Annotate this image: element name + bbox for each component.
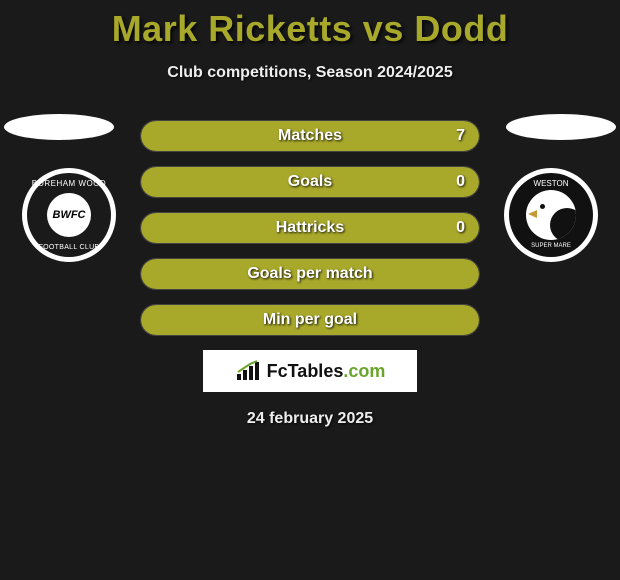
club-badge-right-bottom: SUPER MARE [531, 243, 571, 249]
club-badge-left: BOREHAM WOOD BWFC FOOTBALL CLUB [22, 168, 116, 262]
club-badge-left-top: BOREHAM WOOD [32, 179, 106, 188]
stat-row: Min per goal [140, 304, 480, 336]
stat-row: Goals0 [140, 166, 480, 198]
brand-name: FcTables [267, 361, 344, 381]
stat-label: Min per goal [141, 305, 479, 335]
stat-row: Hattricks0 [140, 212, 480, 244]
stat-value: 7 [456, 121, 465, 151]
club-badge-left-bottom: FOOTBALL CLUB [39, 244, 100, 251]
club-badge-right-top: WESTON [534, 179, 569, 188]
stat-value: 0 [456, 167, 465, 197]
stat-label: Goals [141, 167, 479, 197]
page-title: Mark Ricketts vs Dodd [0, 0, 620, 50]
stat-label: Goals per match [141, 259, 479, 289]
chart-bars-icon [235, 360, 261, 382]
player-ellipse-right [506, 114, 616, 140]
bird-icon [526, 190, 576, 240]
club-badge-left-initials: BWFC [47, 193, 91, 237]
player-ellipse-left [4, 114, 114, 140]
page-subtitle: Club competitions, Season 2024/2025 [0, 64, 620, 82]
date-text: 24 february 2025 [0, 410, 620, 428]
club-badge-right: WESTON SUPER MARE [504, 168, 598, 262]
stat-row: Matches7 [140, 120, 480, 152]
stat-label: Hattricks [141, 213, 479, 243]
stat-row: Goals per match [140, 258, 480, 290]
comparison-stage: BOREHAM WOOD BWFC FOOTBALL CLUB WESTON S… [0, 120, 620, 428]
brand-box: FcTables.com [203, 350, 417, 392]
stat-label: Matches [141, 121, 479, 151]
brand-suffix: .com [343, 361, 385, 381]
stat-rows: Matches7Goals0Hattricks0Goals per matchM… [140, 120, 480, 336]
brand-text: FcTables.com [267, 361, 386, 382]
stat-value: 0 [456, 213, 465, 243]
